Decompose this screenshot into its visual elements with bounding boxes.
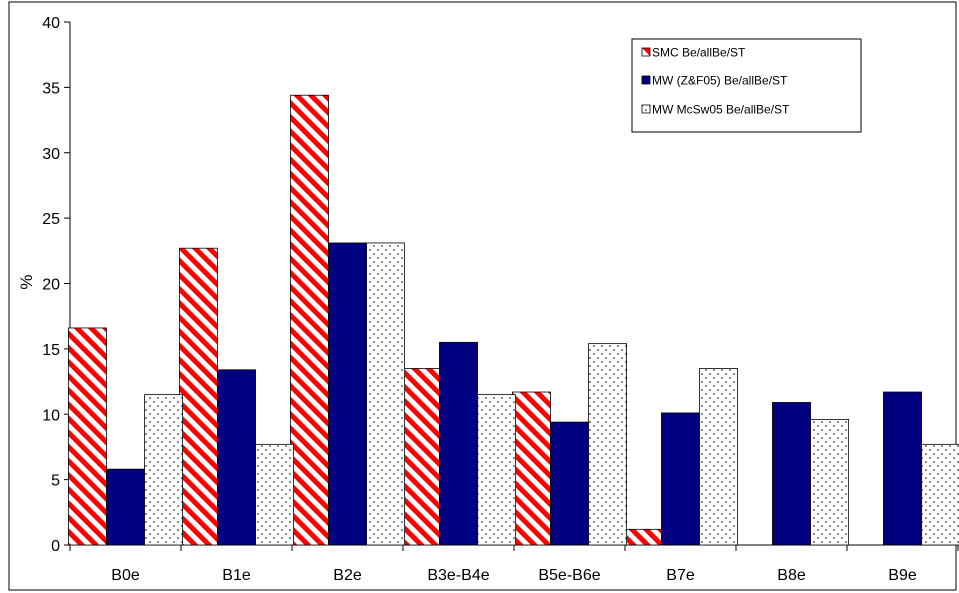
- bar-2-B7e: [661, 412, 700, 546]
- bar-2-B2e: [328, 242, 367, 546]
- x-tick-label: B1e: [222, 567, 251, 584]
- bar-3-B3e-B4e: [477, 394, 517, 546]
- bar-1-B3e-B4e: [400, 368, 440, 546]
- x-tick-label: B8e: [777, 567, 806, 584]
- bar-1-B5e-B6e: [511, 391, 551, 546]
- bar-3-B0e: [144, 394, 184, 546]
- y-tick-label: 10: [42, 407, 60, 424]
- legend-label-3: MW McSw05 Be/allBe/ST: [652, 103, 790, 117]
- x-tick-label: B5e-B6e: [538, 567, 600, 584]
- y-tick-label: 20: [42, 277, 60, 294]
- x-tick-label: B9e: [888, 567, 917, 584]
- x-tick-label: B2e: [333, 567, 362, 584]
- bar-1-B2e: [289, 94, 329, 546]
- bar-2-B3e-B4e: [439, 341, 478, 546]
- legend-box: [631, 38, 862, 133]
- legend-label-1: SMC Be/allBe/ST: [652, 46, 746, 60]
- bar-1-B1e: [178, 247, 218, 546]
- y-tick-label: 30: [42, 146, 60, 163]
- bar-3-B1e: [255, 443, 295, 546]
- y-tick-label: 15: [42, 342, 60, 359]
- plot-area: 0 5 10 15 20 25 30 35 40 B0e B1e B2e B3e-B4e B5e-B6e B…: [42, 15, 959, 584]
- x-tick-label: B7e: [666, 567, 695, 584]
- bar-3-B7e: [699, 368, 739, 546]
- bar-2-B1e: [217, 369, 256, 546]
- legend: SMC Be/allBe/ST MW (Z&F05) Be/allBe/ST MW …: [631, 38, 862, 133]
- y-tick-label: 0: [51, 538, 60, 555]
- bar-1-B0e: [67, 327, 107, 546]
- bar-2-B9e: [883, 391, 922, 546]
- legend-swatch-1: [641, 47, 651, 57]
- y-tick-label: 40: [42, 15, 60, 32]
- bar-3-B2e: [366, 242, 406, 546]
- y-tick-label: 25: [42, 211, 60, 228]
- bar-2-B8e: [772, 402, 811, 546]
- y-tick-label: 5: [51, 473, 60, 490]
- chart-frame: [8, 1, 957, 591]
- legend-label-2: MW (Z&F05) Be/allBe/ST: [652, 74, 788, 88]
- bar-2-B5e-B6e: [550, 421, 589, 546]
- bar-3-B5e-B6e: [588, 343, 628, 546]
- y-axis-label: %: [17, 274, 36, 289]
- bar-1-B7e: [622, 528, 662, 546]
- y-tick-label: 35: [42, 80, 60, 97]
- bar-3-B9e: [921, 443, 959, 546]
- bar-3-B8e: [810, 419, 850, 546]
- legend-swatch-2: [641, 75, 651, 85]
- x-tick-label: B0e: [111, 567, 140, 584]
- x-tick-label: B3e-B4e: [427, 567, 489, 584]
- bar-2-B0e: [106, 468, 145, 546]
- legend-swatch-3: [641, 104, 651, 114]
